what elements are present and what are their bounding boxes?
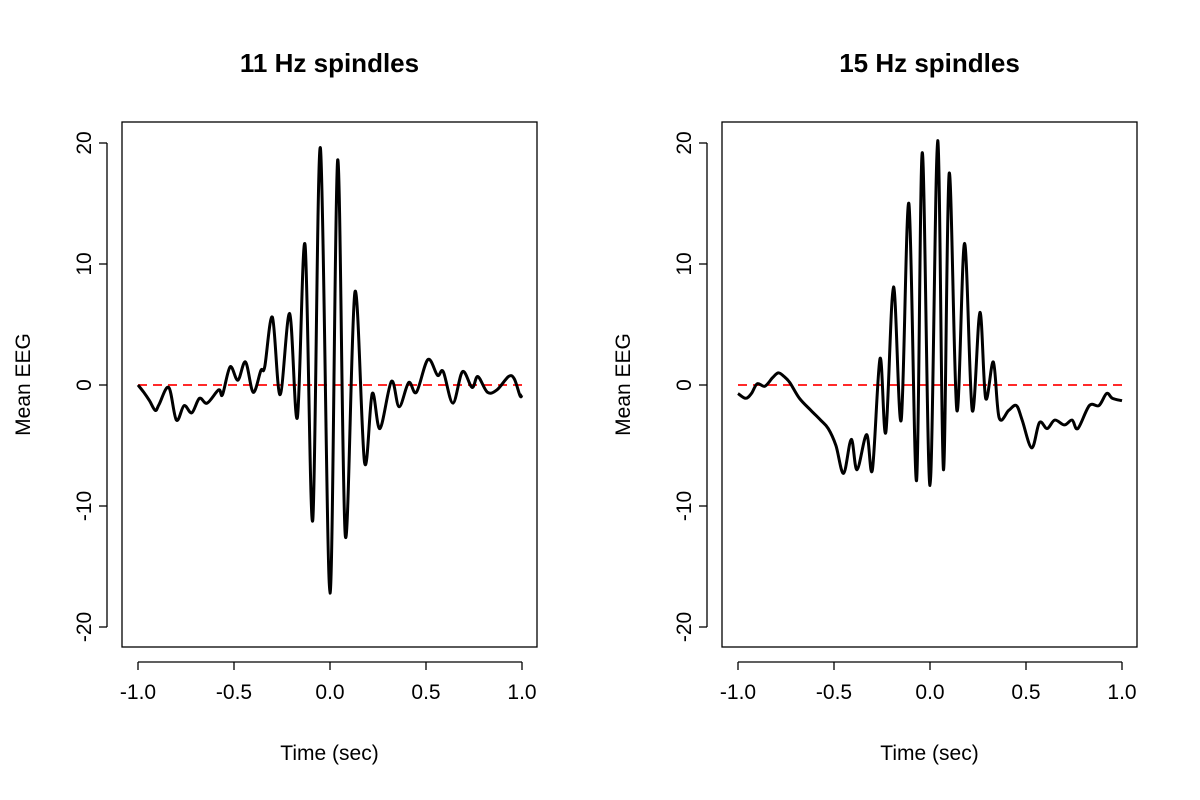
y-axis-label: Mean EEG [612, 333, 635, 436]
y-tick-label: -20 [673, 612, 696, 642]
y-tick-label: 0 [73, 379, 96, 391]
chart-title: 11 Hz spindles [240, 48, 419, 78]
x-tick-label: 1.0 [507, 681, 536, 704]
y-tick-label: 10 [673, 252, 696, 275]
eeg-series-line [737, 139, 1123, 487]
y-axis-label: Mean EEG [12, 333, 35, 436]
y-tick-label: -20 [73, 612, 96, 642]
x-tick-label: 0.5 [1011, 681, 1040, 704]
panel-15hz: 15 Hz spindles Time (sec) Mean EEG -1.0 -0.5… [612, 48, 1138, 765]
x-axis-label: Time (sec) [880, 742, 978, 765]
eeg-series-line [136, 146, 524, 595]
plot-box [721, 121, 1138, 648]
x-axis-label: Time (sec) [280, 742, 378, 765]
x-tick-label: -1.0 [120, 681, 156, 704]
y-tick-label: -10 [673, 491, 696, 521]
x-tick-label: -0.5 [816, 681, 852, 704]
x-tick-label: 0.0 [915, 681, 944, 704]
plot-box [121, 121, 538, 648]
y-tick-label: -10 [73, 491, 96, 521]
x-tick-label: 1.0 [1107, 681, 1136, 704]
y-tick-label: 20 [673, 131, 696, 154]
y-tick-label: 10 [73, 252, 96, 275]
x-tick-label: -0.5 [216, 681, 252, 704]
x-tick-label: 0.0 [315, 681, 344, 704]
x-tick-label: 0.5 [411, 681, 440, 704]
chart-title: 15 Hz spindles [839, 48, 1020, 78]
y-tick-label: 0 [673, 379, 696, 391]
y-tick-label: 20 [73, 131, 96, 154]
panel-11hz: 11 Hz spindles Time (sec) Mean EEG -1.0 -0.5… [12, 48, 538, 765]
x-tick-label: -1.0 [720, 681, 756, 704]
